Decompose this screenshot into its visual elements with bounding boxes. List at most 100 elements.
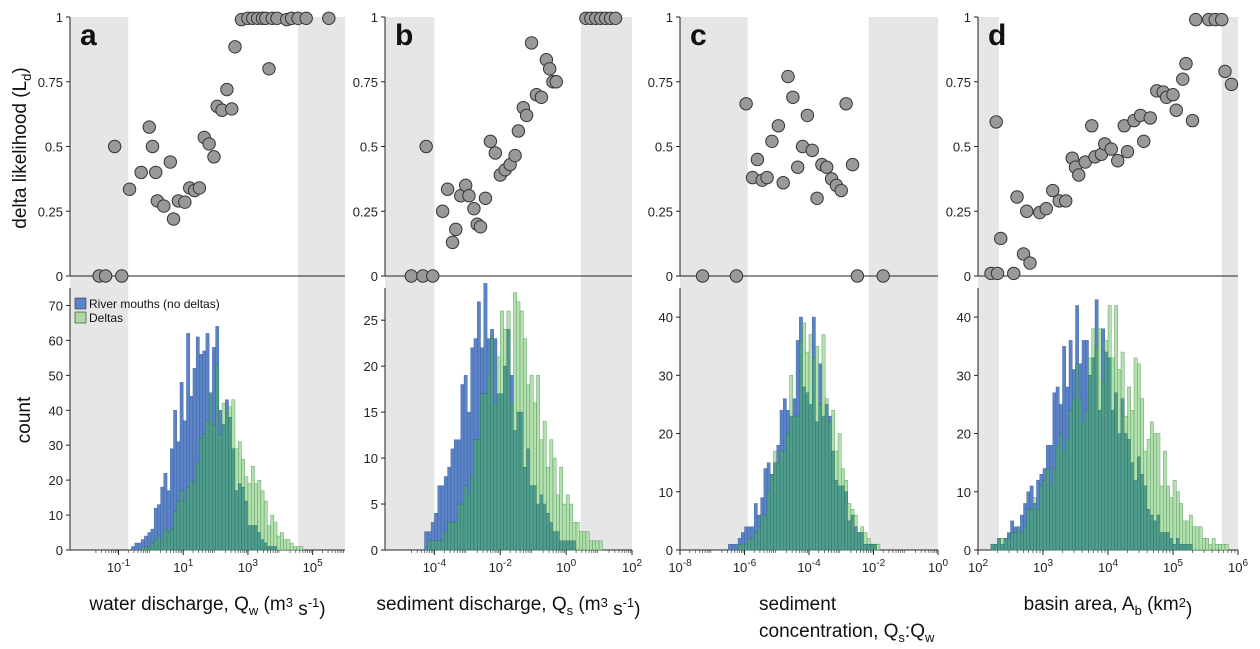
likelihood-point-24	[524, 36, 539, 50]
panel-d: 0 0.25 0.5 0.75 1 d 0 10 20 30 40 102 103 104 105 106 ba…	[946, 10, 1249, 620]
hist-bar-overlap	[477, 439, 481, 551]
legend: River mouths (no deltas)Deltas	[74, 297, 220, 325]
hist-bar-overlap	[1033, 503, 1037, 551]
likelihood-point-10	[781, 69, 795, 84]
hist-bar-overlap	[140, 546, 145, 551]
hist-bar-deltas	[1224, 543, 1229, 551]
panel-letter-a: a	[80, 19, 97, 52]
hist-bar-overlap	[1020, 532, 1024, 551]
hist-bar-overlap	[757, 526, 761, 551]
hist-bar-deltas	[280, 532, 284, 551]
hist-bar-overlap	[792, 415, 797, 551]
shade-region-0	[978, 17, 999, 550]
likelihood-point-23	[220, 82, 234, 97]
shade-region-1	[868, 17, 938, 550]
hist-bar-river-mouths	[437, 485, 442, 551]
hist-bar-deltas	[1218, 543, 1222, 551]
hist-bar-overlap	[189, 479, 194, 551]
hist-bar-overlap	[1137, 456, 1141, 551]
hist-bar-overlap	[1182, 543, 1187, 551]
likelihood-point-37	[1185, 113, 1200, 128]
top-y-tick-label: 1	[666, 10, 673, 25]
top-y-tick-label: 0	[371, 269, 378, 284]
hist-bar-overlap	[753, 532, 758, 551]
likelihood-point-20	[207, 150, 221, 164]
likelihood-point-11	[467, 201, 481, 216]
top-y-tick-label: 0.5	[360, 140, 378, 155]
hist-bar-overlap	[546, 513, 550, 551]
hist-bar-overlap	[766, 491, 771, 551]
hist-bar-overlap	[1068, 410, 1073, 551]
top-y-tick-label: 0.75	[648, 75, 673, 90]
hist-bar-overlap	[1101, 380, 1105, 551]
hist-bar-deltas	[1211, 538, 1216, 551]
legend-swatch-1	[74, 311, 87, 324]
likelihood-point-3	[994, 231, 1008, 246]
shade-region-0	[680, 17, 748, 550]
hist-bar-overlap	[815, 421, 819, 551]
likelihood-point-10	[1039, 201, 1053, 216]
likelihood-point-11	[786, 90, 800, 104]
likelihood-point-38	[1189, 12, 1203, 27]
likelihood-point-13	[473, 220, 488, 234]
bottom-y-tick-label: 20	[364, 359, 378, 374]
hist-bar-overlap	[572, 540, 577, 551]
top-y-tick-label: 0.5	[655, 140, 673, 155]
bottom-y-tick-label: 50	[49, 368, 63, 383]
hist-bar-overlap	[257, 532, 262, 551]
bottom-y-tick-label: 30	[957, 368, 971, 383]
panel-a: 0 0.25 0.5 0.75 1 a 0 10 20 30 40 50 60 70 10-1 101 103 1…	[38, 10, 345, 620]
hist-bar-overlap	[533, 485, 537, 551]
hist-bar-deltas	[598, 540, 603, 551]
likelihood-point-15	[483, 134, 498, 149]
hist-bar-overlap	[562, 540, 567, 551]
hist-bar-overlap	[228, 417, 232, 551]
hist-bar-overlap	[1007, 538, 1011, 551]
likelihood-point-33	[1166, 88, 1180, 102]
bottom-y-tick-label: 25	[364, 313, 378, 328]
hist-bar-overlap	[831, 450, 836, 551]
hist-bar-overlap	[783, 450, 787, 551]
hist-bar-deltas	[276, 535, 281, 551]
hist-bar-overlap	[231, 448, 236, 551]
likelihood-point-3	[419, 139, 433, 154]
hist-bar-overlap	[234, 490, 239, 551]
hist-bar-overlap	[1166, 532, 1170, 551]
hist-bar-overlap	[549, 522, 554, 551]
hist-bar-overlap	[1127, 439, 1131, 551]
hist-bar-deltas	[575, 522, 580, 551]
hist-bar-overlap	[1016, 526, 1021, 551]
hist-bar-overlap	[821, 415, 826, 551]
hist-bar-overlap	[1156, 514, 1161, 551]
likelihood-point-6	[760, 170, 774, 185]
hist-bar-overlap	[870, 543, 874, 551]
likelihood-point-2	[739, 97, 753, 111]
hist-bar-overlap	[490, 338, 494, 551]
hist-bar-overlap	[483, 393, 488, 551]
hist-bar-overlap	[163, 528, 168, 551]
hist-bar-deltas	[293, 546, 297, 551]
likelihood-point-14	[478, 191, 493, 206]
hist-bar-overlap	[789, 415, 794, 551]
top-y-tick-label: 0.5	[45, 140, 63, 155]
bottom-y-tick-label: 40	[49, 403, 63, 418]
likelihood-point-41	[1215, 12, 1229, 27]
hist-bar-overlap	[837, 485, 842, 551]
hist-bar-overlap	[737, 543, 742, 551]
likelihood-point-38	[262, 62, 276, 76]
hist-bar-overlap	[270, 546, 275, 551]
likelihood-point-16	[488, 146, 503, 160]
bottom-y-tick-label: 10	[659, 485, 673, 500]
top-y-tick-label: 0.75	[353, 75, 378, 90]
hist-bar-overlap	[795, 415, 800, 551]
hist-bar-deltas	[283, 539, 287, 551]
hist-bar-river-mouths	[134, 542, 139, 551]
hist-bar-overlap	[516, 411, 521, 551]
hist-bar-overlap	[863, 543, 868, 551]
hist-bar-overlap	[1023, 526, 1027, 551]
hist-bar-deltas	[1202, 538, 1206, 551]
hist-bar-overlap	[1120, 398, 1125, 551]
hist-bar-overlap	[873, 543, 877, 551]
likelihood-point-25	[876, 269, 890, 283]
hist-bar-overlap	[850, 514, 855, 551]
